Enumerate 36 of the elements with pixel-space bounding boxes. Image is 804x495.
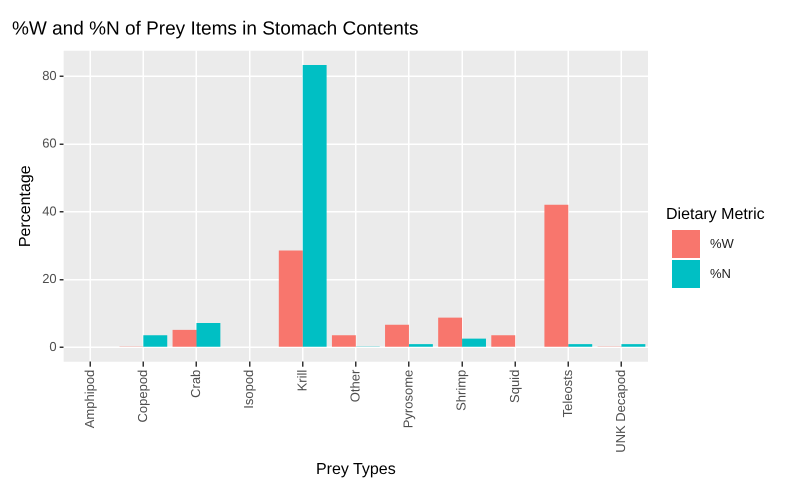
legend-label: %N: [710, 266, 731, 281]
y-tick-label: 80: [42, 68, 57, 83]
bar: [568, 344, 592, 347]
x-tick-label: Squid: [506, 370, 522, 403]
x-tick-label: Teleosts: [560, 369, 575, 418]
bar: [172, 330, 196, 347]
bar: [438, 318, 462, 347]
x-tick-label: Isopod: [241, 370, 256, 409]
y-tick-label: 40: [42, 203, 57, 218]
y-tick-label: 0: [49, 339, 57, 354]
legend-label: %W: [710, 236, 734, 251]
x-tick-label: Amphipod: [82, 370, 97, 428]
bar: [462, 338, 486, 347]
x-tick-label: UNK Decapod: [613, 370, 628, 453]
bar: [302, 65, 327, 347]
y-axis-title: Percentage: [17, 165, 34, 248]
bar: [385, 324, 409, 347]
bar: [332, 335, 356, 347]
bar: [544, 204, 568, 347]
y-tick-label: 20: [42, 271, 57, 286]
bar: [491, 335, 516, 347]
bar: [278, 250, 303, 347]
chart-title: %W and %N of Prey Items in Stomach Contents: [12, 18, 419, 40]
bar: [408, 344, 433, 347]
x-tick-label: Shrimp: [454, 370, 469, 411]
x-tick-label: Pyrosome: [400, 370, 416, 428]
bar: [621, 344, 646, 347]
x-axis-title: Prey Types: [316, 460, 396, 478]
bar: [143, 335, 168, 347]
x-tick-label: Copepod: [134, 370, 150, 422]
y-tick-label: 60: [42, 136, 57, 151]
x-tick-label: Krill: [294, 370, 310, 392]
x-tick-label: Crab: [188, 370, 204, 398]
x-tick-label: Other: [347, 369, 362, 402]
bar: [196, 323, 220, 347]
legend-title: Dietary Metric: [666, 206, 765, 224]
